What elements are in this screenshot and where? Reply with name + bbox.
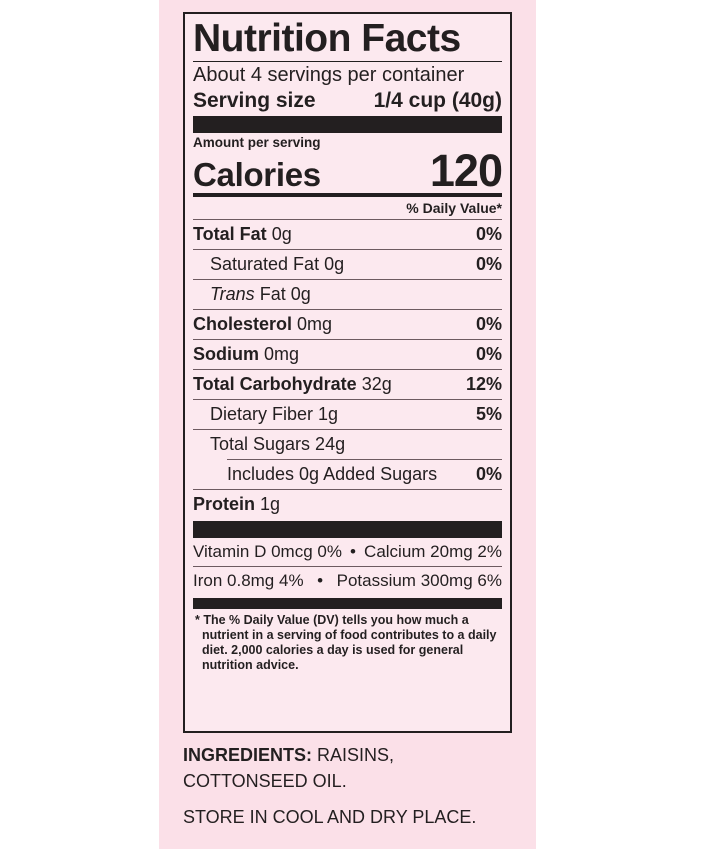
row-total-carbohydrate: Total Carbohydrate 32g 12% [193, 370, 502, 399]
row-total-fat-amount: 0g [271, 224, 292, 244]
iron-value: Iron 0.8mg 4% [193, 571, 304, 590]
potassium-value: Potassium 300mg 6% [336, 571, 502, 590]
nutrition-facts-box: Nutrition Facts About 4 servings per con… [183, 12, 512, 733]
row-total-fat-name: Total Fat 0g [193, 224, 292, 245]
divider-trans-fat [193, 309, 502, 310]
row-added-sugars-dv: 0% [475, 464, 502, 484]
thick-divider-footnote [193, 598, 502, 609]
divider-total-carbohydrate [193, 399, 502, 400]
row-protein: Protein 1g [193, 490, 502, 519]
row-total-sugars: Total Sugars 24g [193, 430, 502, 459]
ingredients-line-2: COTTONSEED OIL. [183, 771, 347, 791]
divider-total-sugars [227, 459, 502, 460]
calories-value: 120 [429, 145, 503, 196]
calories-row: Calories 120 [193, 145, 503, 196]
amount-per-serving-label: Amount per serving [193, 135, 321, 150]
divider-vitamin-d [193, 566, 502, 567]
row-cholesterol-dv: 0% [475, 314, 502, 334]
serving-size-row: Serving size 1/4 cup (40g) [193, 88, 502, 114]
row-trans-fat-italic: Trans [210, 284, 255, 304]
thick-divider-vitamins [193, 521, 502, 538]
product-label-panel: Nutrition Facts About 4 servings per con… [159, 0, 536, 849]
divider-total-fat [193, 249, 502, 250]
title-divider [193, 61, 502, 62]
row-cholesterol-amount: 0mg [297, 314, 333, 334]
divider-dietary-fiber [193, 429, 502, 430]
row-sodium-amount: 0mg [264, 344, 300, 364]
calcium-value: Calcium 20mg 2% [364, 542, 502, 561]
daily-value-footnote: * The % Daily Value (DV) tells you how m… [195, 613, 497, 672]
row-protein-name: Protein 1g [193, 494, 280, 515]
divider-saturated-fat [193, 279, 502, 280]
row-total-fat-nutrient: Total Fat [193, 224, 267, 244]
row-sodium-nutrient: Sodium [193, 344, 259, 364]
row-saturated-fat: Saturated Fat 0g 0% [193, 250, 502, 279]
row-added-sugars-name: Includes 0g Added Sugars [227, 464, 438, 484]
ingredients-section: INGREDIENTS: RAISINS, COTTONSEED OIL. ST… [183, 742, 523, 830]
daily-value-header: % Daily Value* [406, 200, 502, 216]
divider-dv-header [193, 219, 502, 220]
row-total-carbohydrate-name: Total Carbohydrate 32g [193, 374, 392, 395]
divider-sodium [193, 369, 502, 370]
vitamin-d-value: Vitamin D 0mcg 0% [193, 542, 342, 561]
calories-divider [193, 193, 502, 197]
divider-cholesterol [193, 339, 502, 340]
divider-added-sugars [193, 489, 502, 490]
row-total-carbohydrate-dv: 12% [465, 374, 502, 394]
row-iron-potassium: Iron 0.8mg 4% • Potassium 300mg 6% [193, 567, 502, 595]
servings-per-container: About 4 servings per container [193, 64, 465, 86]
row-dietary-fiber-name: Dietary Fiber 1g [210, 404, 339, 424]
storage-instructions: STORE IN COOL AND DRY PLACE. [183, 807, 477, 827]
row-trans-fat-amount: Fat 0g [259, 284, 311, 304]
row-sodium-name: Sodium 0mg [193, 344, 299, 365]
bullet-separator-icon: • [350, 542, 356, 561]
row-protein-nutrient: Protein [193, 494, 256, 514]
row-cholesterol: Cholesterol 0mg 0% [193, 310, 502, 339]
row-dietary-fiber-dv: 5% [475, 404, 502, 424]
row-total-carbohydrate-nutrient: Total Carbohydrate [193, 374, 357, 394]
row-total-fat: Total Fat 0g 0% [193, 220, 502, 249]
row-total-sugars-name: Total Sugars 24g [210, 434, 346, 454]
row-trans-fat-name: Trans Fat 0g [210, 284, 311, 305]
row-sodium-dv: 0% [475, 344, 502, 364]
row-trans-fat: Trans Fat 0g [193, 280, 502, 309]
thick-divider-top [193, 116, 502, 133]
serving-size-label: Serving size [193, 89, 316, 112]
row-added-sugars: Includes 0g Added Sugars 0% [193, 460, 502, 489]
row-protein-amount: 1g [260, 494, 281, 514]
row-saturated-fat-dv: 0% [475, 254, 502, 274]
ingredients-heading: INGREDIENTS: [183, 745, 313, 765]
row-total-carbohydrate-amount: 32g [361, 374, 392, 394]
row-cholesterol-name: Cholesterol 0mg [193, 314, 332, 335]
row-vitamin-d-calcium: Vitamin D 0mcg 0% • Calcium 20mg 2% [193, 538, 502, 566]
row-total-fat-dv: 0% [475, 224, 502, 244]
ingredients-line-1: INGREDIENTS: RAISINS, [183, 742, 523, 768]
calories-label: Calories [193, 156, 321, 193]
page-title: Nutrition Facts [193, 17, 461, 60]
row-sodium: Sodium 0mg 0% [193, 340, 502, 369]
serving-size-value: 1/4 cup (40g) [373, 89, 502, 112]
row-saturated-fat-name: Saturated Fat 0g [210, 254, 345, 274]
row-dietary-fiber: Dietary Fiber 1g 5% [193, 400, 502, 429]
ingredients-first-item: RAISINS, [317, 745, 395, 765]
row-cholesterol-nutrient: Cholesterol [193, 314, 293, 334]
bullet-separator-icon-2: • [317, 571, 324, 590]
